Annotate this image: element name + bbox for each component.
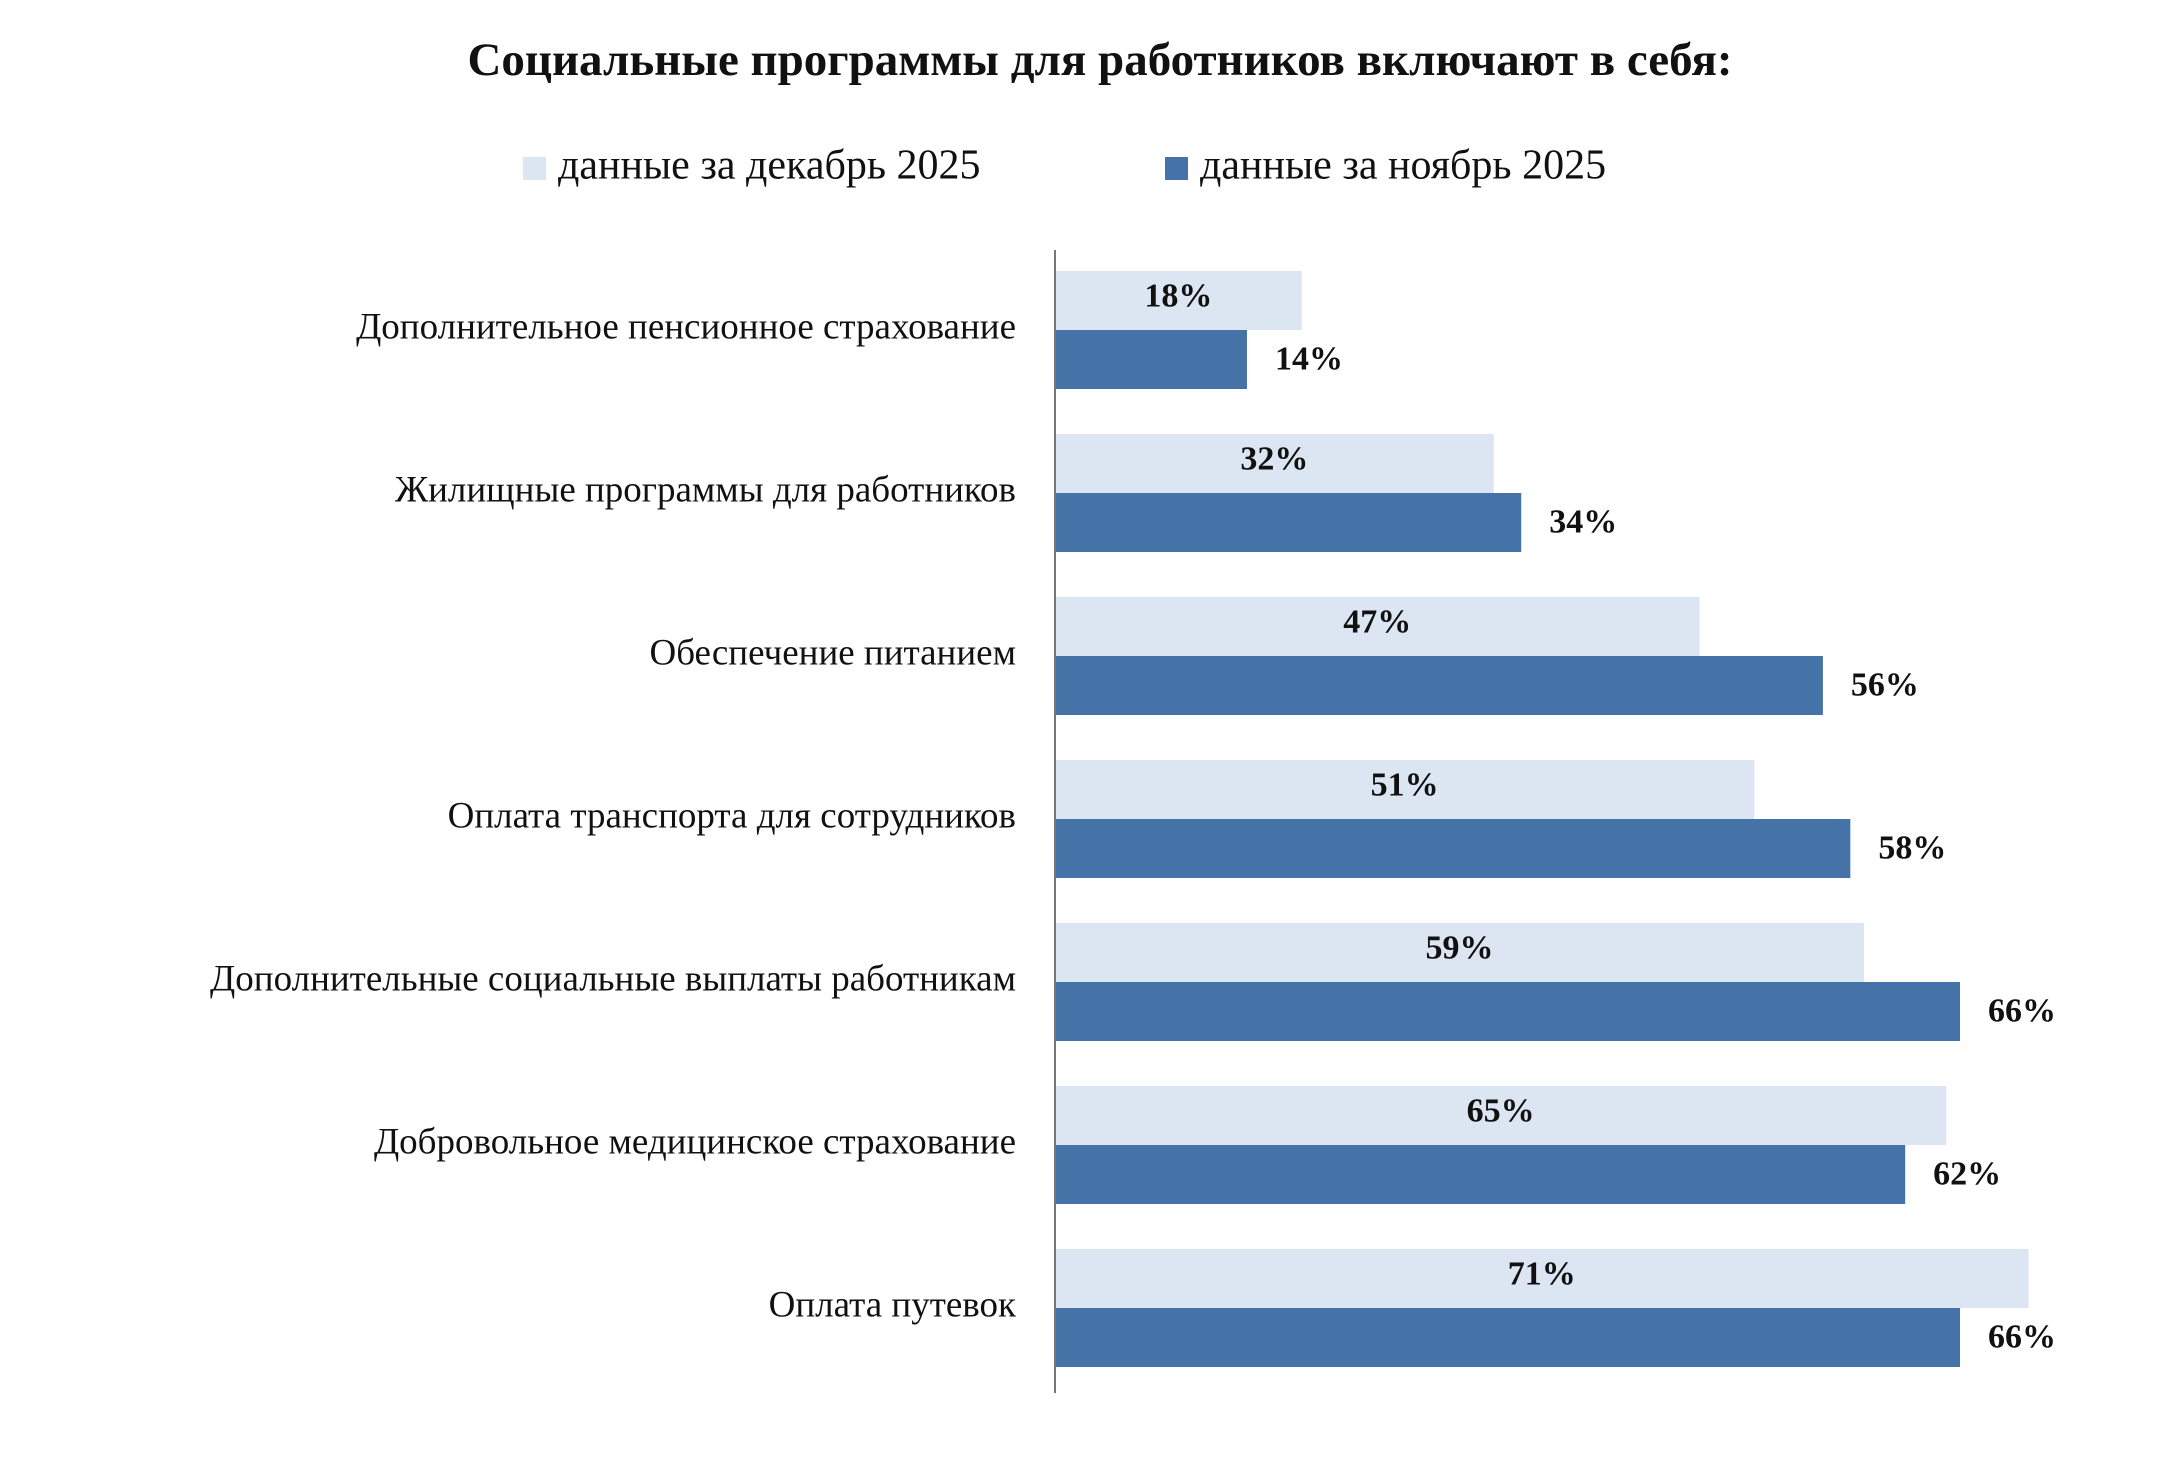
legend-swatch <box>1165 157 1188 180</box>
bar <box>1055 656 1823 715</box>
bar <box>1055 1086 1947 1145</box>
category-label: Обеспечение питанием <box>649 632 1016 673</box>
legend-label: данные за декабрь 2025 <box>558 143 981 189</box>
value-label: 71% <box>1508 1255 1576 1292</box>
bar <box>1055 760 1755 819</box>
category-label: Дополнительные социальные выплаты работн… <box>210 958 1016 999</box>
category-label: Добровольное медицинское страхование <box>374 1121 1016 1162</box>
value-label: 62% <box>1933 1155 2001 1192</box>
value-label: 14% <box>1275 340 1343 377</box>
bar <box>1055 1249 2029 1308</box>
value-label: 66% <box>1988 992 2056 1029</box>
legend-swatch <box>523 157 546 180</box>
value-label: 65% <box>1467 1092 1535 1129</box>
bar <box>1055 923 1865 982</box>
value-label: 59% <box>1426 929 1494 966</box>
bar <box>1055 1308 1961 1367</box>
value-label: 66% <box>1988 1318 2056 1355</box>
legend-label: данные за ноябрь 2025 <box>1200 143 1606 189</box>
bar <box>1055 434 1494 493</box>
bar <box>1055 271 1302 330</box>
chart-title: Социальные программы для работников вклю… <box>467 34 1732 86</box>
category-label: Жилищные программы для работников <box>395 469 1016 510</box>
category-label: Оплата транспорта для сотрудников <box>448 795 1016 836</box>
value-label: 58% <box>1878 829 1946 866</box>
value-label: 18% <box>1144 277 1212 314</box>
bar <box>1055 597 1700 656</box>
category-label: Оплата путевок <box>769 1284 1017 1325</box>
category-label: Дополнительное пенсионное страхование <box>356 306 1016 347</box>
bar <box>1055 493 1522 552</box>
bar <box>1055 819 1851 878</box>
bar <box>1055 330 1247 389</box>
value-label: 32% <box>1240 440 1308 477</box>
value-label: 56% <box>1851 666 1919 703</box>
value-label: 47% <box>1343 603 1411 640</box>
value-label: 34% <box>1549 503 1617 540</box>
value-label: 51% <box>1371 766 1439 803</box>
bar <box>1055 982 1961 1041</box>
bar <box>1055 1145 1906 1204</box>
